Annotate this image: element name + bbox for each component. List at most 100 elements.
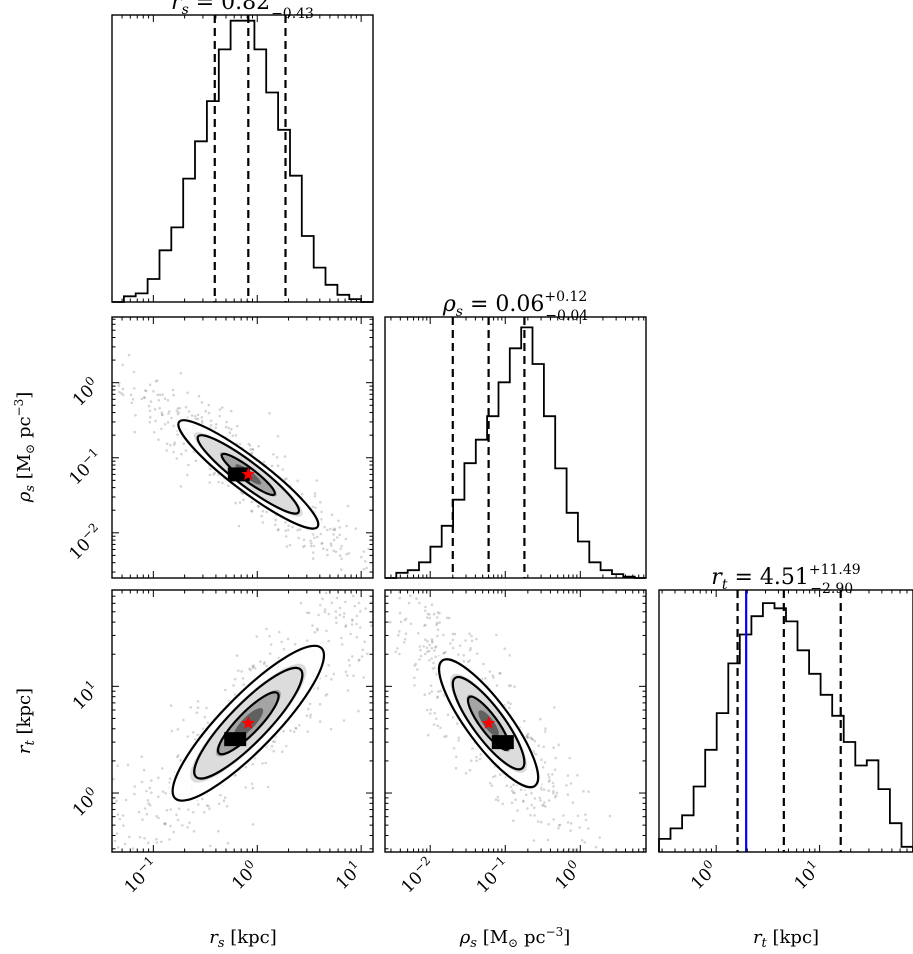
scatter-point [34, 900, 37, 903]
scatter-point [131, 398, 135, 401]
scatter-point [291, 525, 294, 529]
scatter-point [275, 456, 279, 459]
scatter-point [203, 715, 207, 719]
scatter-point [281, 468, 285, 471]
scatter-point [608, 814, 612, 818]
scatter-point [200, 401, 204, 404]
scatter-point [84, 357, 87, 360]
scatter-point [116, 813, 120, 816]
scatter-point [160, 427, 163, 431]
scatter-point [566, 821, 570, 824]
scatter-point [126, 763, 130, 767]
scatter-point [99, 850, 102, 853]
scatter-point [334, 550, 338, 553]
scatter-point [416, 668, 419, 671]
scatter-point [46, 890, 49, 893]
scatter-point [571, 801, 575, 804]
scatter-point [494, 798, 498, 801]
scatter-point [161, 413, 164, 417]
scatter-point [200, 416, 204, 419]
scatter-point [340, 544, 343, 548]
scatter-point [93, 343, 96, 346]
scatter-point [426, 612, 430, 616]
scatter-point [191, 811, 195, 814]
scatter-point [542, 745, 546, 749]
scatter-point [276, 464, 280, 468]
scatter-point [321, 597, 324, 601]
scatter-point [176, 728, 180, 731]
scatter-point [222, 799, 226, 802]
scatter-point [115, 799, 118, 803]
scatter-point [357, 659, 361, 662]
scatter-point [512, 791, 515, 794]
scatter-point [92, 860, 95, 863]
scatter-point [455, 755, 458, 758]
scatter-point [145, 789, 148, 793]
axis-label-part: s [218, 936, 225, 951]
scatter-point [363, 560, 367, 563]
scatter-point [470, 759, 473, 762]
scatter-point [166, 421, 170, 424]
scatter-point [356, 581, 359, 584]
scatter-point [346, 689, 350, 692]
scatter-point [350, 623, 354, 626]
scatter-point [295, 727, 298, 730]
scatter-point [168, 410, 171, 413]
scatter-point [414, 614, 417, 617]
scatter-point [418, 601, 421, 605]
axis-label-part: r [209, 927, 219, 948]
scatter-point [547, 799, 551, 802]
scatter-point [394, 585, 397, 588]
scatter-point [204, 409, 207, 413]
scatter-point [492, 676, 495, 680]
scatter-point [467, 530, 470, 533]
scatter-point [407, 601, 411, 605]
scatter-point [362, 550, 366, 553]
scatter-point [263, 661, 266, 664]
scatter-point [395, 585, 398, 588]
scatter-point [247, 442, 250, 446]
scatter-point [445, 734, 448, 738]
scatter-point [548, 779, 551, 782]
scatter-point [179, 485, 183, 488]
scatter-point [444, 650, 447, 654]
scatter-point [316, 628, 319, 632]
scatter-point [175, 457, 179, 460]
scatter-point [234, 501, 237, 505]
scatter-point [253, 667, 257, 670]
scatter-point [219, 793, 222, 797]
scatter-point [157, 776, 160, 780]
scatter-point [294, 726, 297, 730]
scatter-point [413, 664, 416, 667]
scatter-point [187, 463, 190, 467]
scatter-point [353, 604, 357, 608]
scatter-point [148, 409, 152, 413]
scatter-point [205, 804, 209, 807]
scatter-point [128, 865, 131, 868]
axis-label-part: r [753, 927, 763, 948]
scatter-point [388, 598, 391, 601]
scatter-point [273, 523, 277, 527]
scatter-point [322, 547, 325, 550]
scatter-point [547, 789, 551, 792]
scatter-point [312, 544, 316, 548]
scatter-point [389, 620, 392, 624]
scatter-point [432, 612, 436, 616]
scatter-point [343, 586, 346, 589]
scatter-point [115, 866, 118, 869]
scatter-point [172, 830, 175, 834]
scatter-point [416, 631, 420, 635]
scatter-point [501, 802, 505, 806]
scatter-point [264, 761, 268, 765]
scatter-point [513, 685, 516, 688]
scatter-point [118, 390, 121, 394]
scatter-point [584, 813, 587, 816]
scatter-point [554, 794, 558, 797]
scatter-point [368, 566, 371, 569]
title-value: = 4.51 [727, 565, 808, 590]
scatter-point [430, 639, 434, 643]
title-sub: t [722, 577, 728, 593]
scatter-point [423, 693, 427, 696]
scatter-point [447, 512, 450, 515]
scatter-point [534, 752, 538, 756]
